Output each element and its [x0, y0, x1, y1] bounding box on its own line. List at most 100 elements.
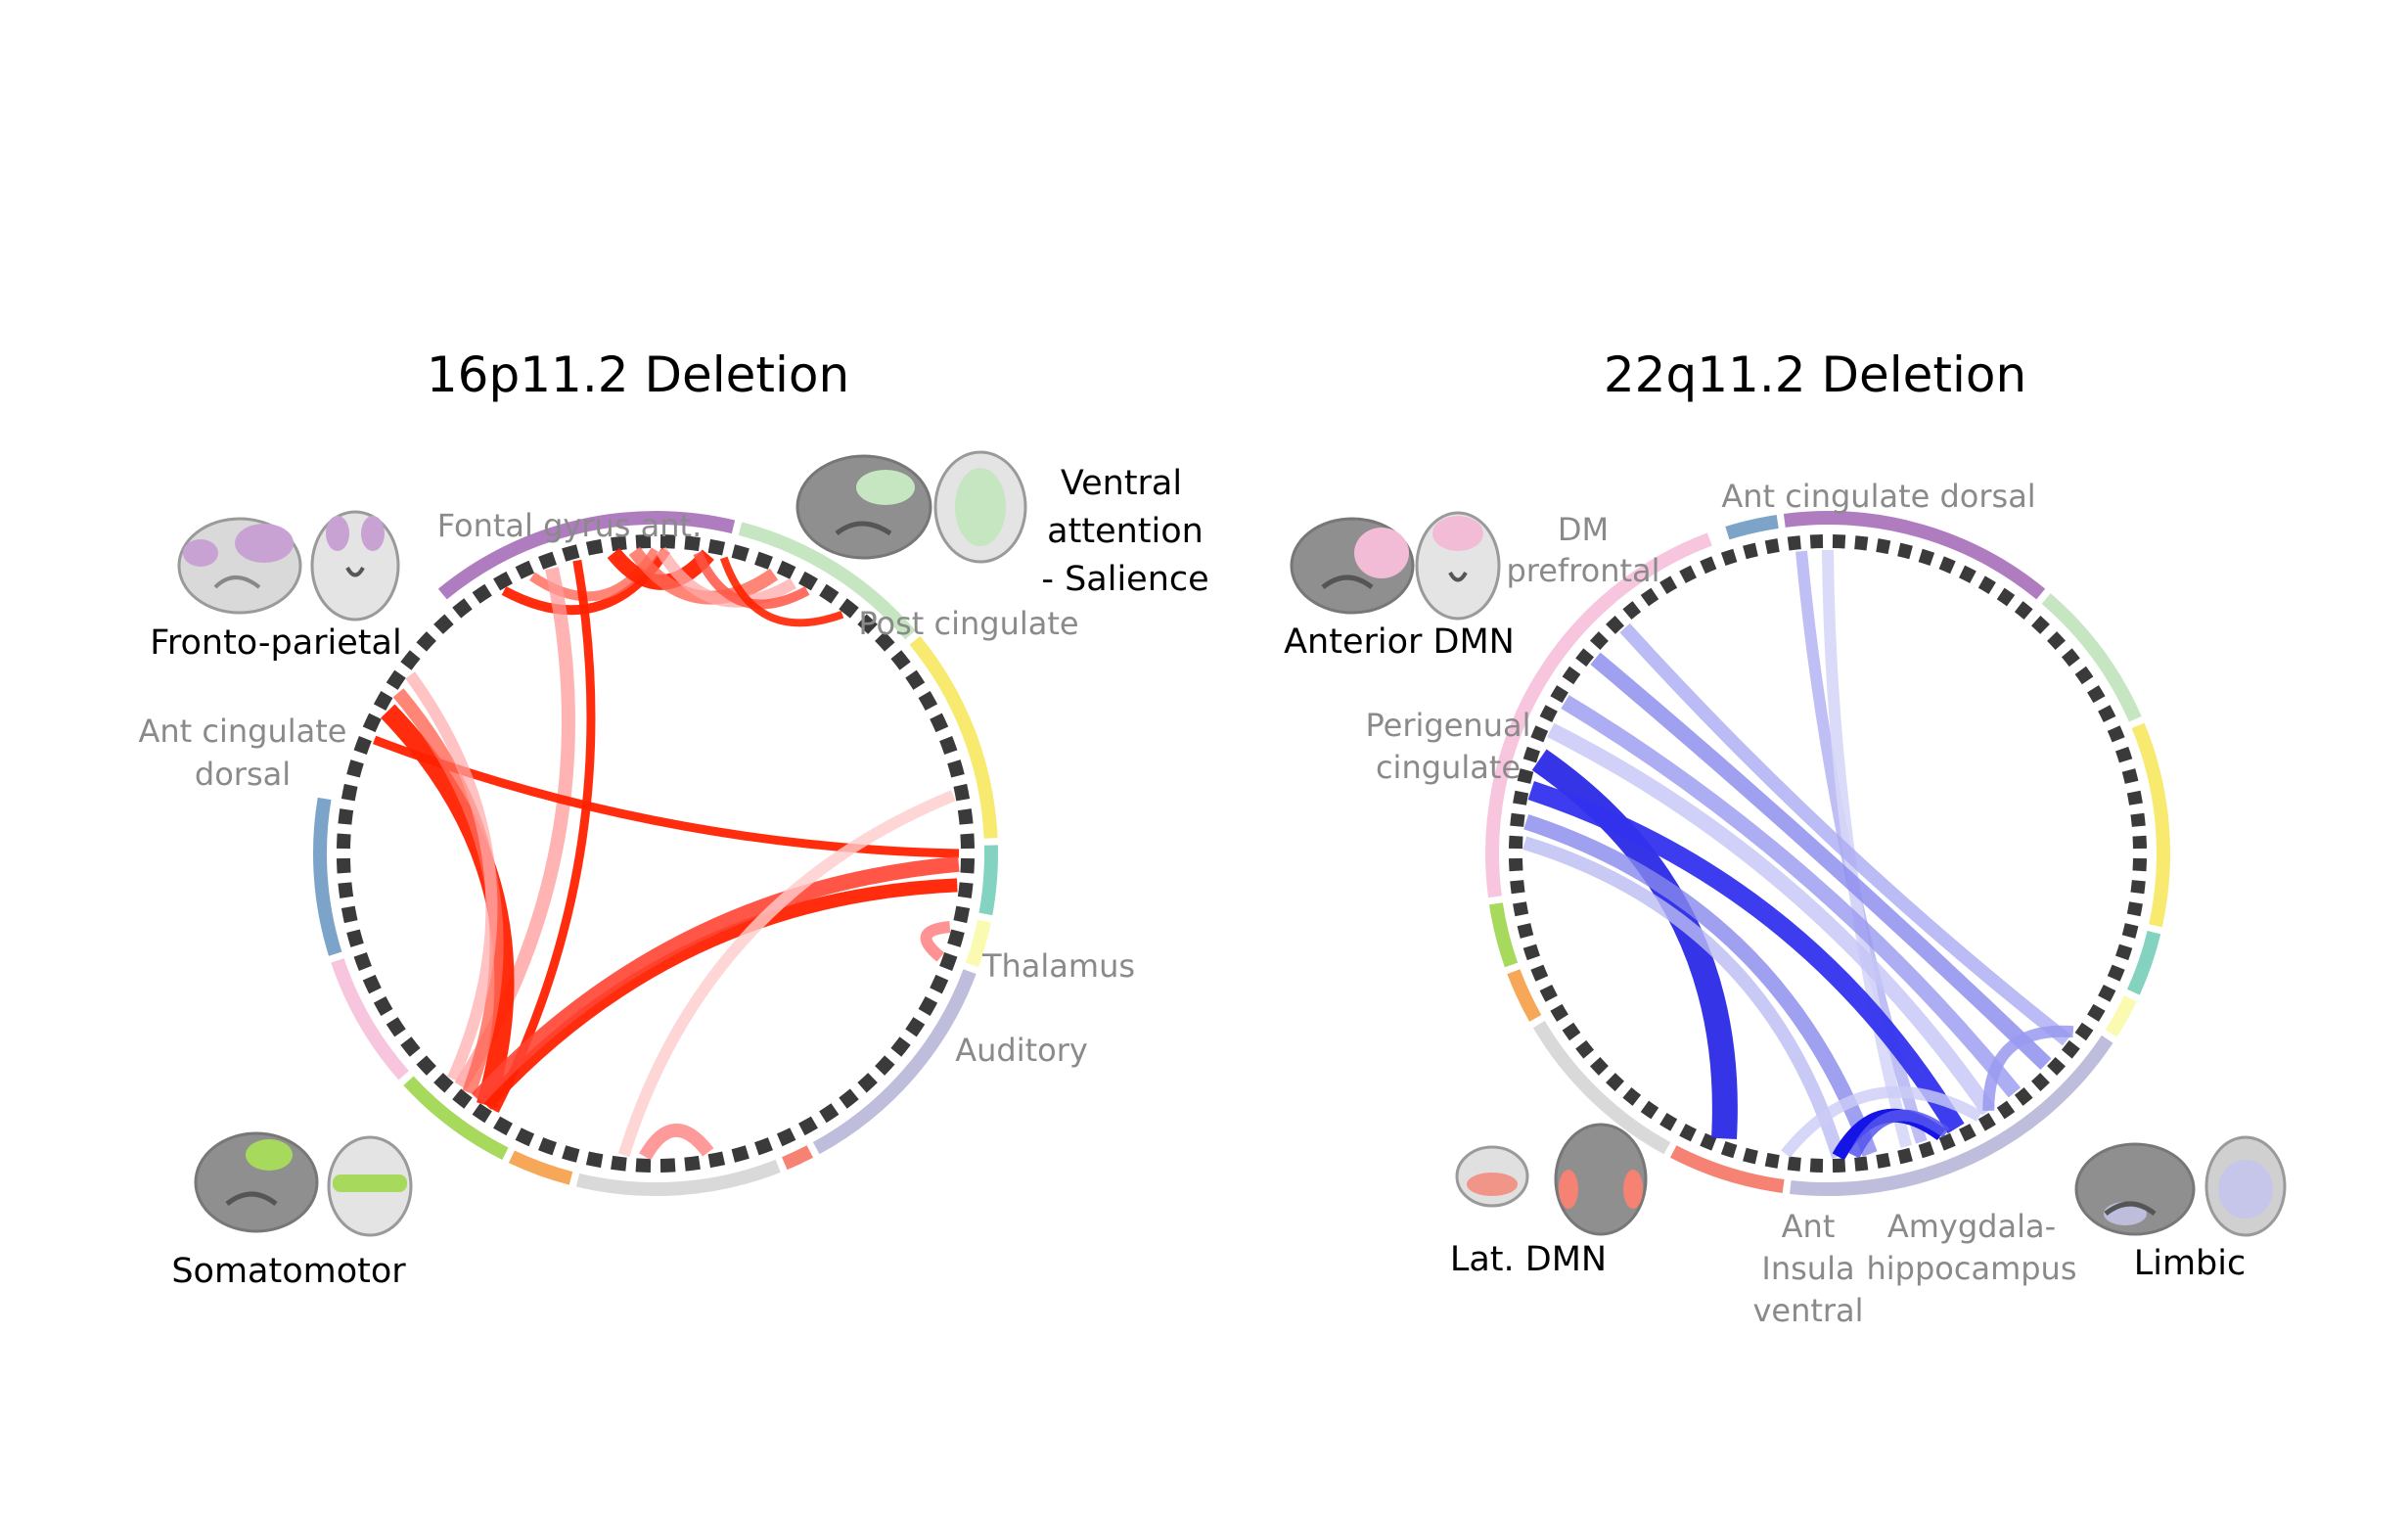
- region-tick: [2126, 790, 2143, 806]
- panel-title: 16p11.2 Deletion: [427, 346, 849, 403]
- region-tick: [2074, 666, 2094, 685]
- region-tick: [2087, 685, 2106, 704]
- network-segment-fronto-parietal: [1783, 511, 2046, 600]
- region-tick: [1809, 534, 1824, 549]
- region-label-ventral: ventral: [1752, 1292, 1863, 1329]
- region-tick: [346, 929, 364, 947]
- region-tick: [1622, 1086, 1642, 1106]
- region-tick: [635, 534, 652, 549]
- region-tick: [1977, 1113, 1996, 1131]
- chord-link: [1523, 813, 1878, 1157]
- region-tick: [2047, 631, 2067, 650]
- region-tick: [890, 650, 911, 670]
- region-tick: [452, 1088, 473, 1109]
- region-tick: [1743, 542, 1758, 560]
- region-tick: [659, 534, 676, 549]
- region-tick: [1513, 790, 1529, 806]
- region-label-thalamus: Thalamus: [981, 947, 1135, 985]
- region-tick: [1562, 1022, 1581, 1041]
- region-tick: [585, 1151, 604, 1169]
- region-tick: [2061, 1039, 2080, 1059]
- region-tick: [1959, 565, 1976, 583]
- chord-link: [471, 855, 960, 1105]
- region-label-dm: DM: [1558, 511, 1609, 548]
- chord-link: [693, 550, 810, 610]
- region-tick: [585, 538, 604, 556]
- region-tick: [2114, 746, 2133, 763]
- region-tick: [1764, 1152, 1780, 1169]
- region-tick: [1679, 1124, 1697, 1142]
- region-tick: [1530, 964, 1549, 982]
- region-tick: [1959, 1124, 1976, 1142]
- region-label-perigenual: Perigenual: [1366, 707, 1531, 744]
- network-label-fronto-parietal: Fronto-parietal: [150, 623, 401, 663]
- region-tick: [341, 905, 358, 924]
- chord-links: [373, 546, 960, 1161]
- network-segment-limbic: [1790, 1035, 2113, 1196]
- region-tick: [362, 974, 382, 994]
- region-tick: [1562, 666, 1581, 685]
- network-segment-auditory: [965, 919, 991, 968]
- region-tick: [1550, 685, 1568, 704]
- region-tick: [562, 1145, 580, 1163]
- region-label-post-cingulate: Post cingulate: [858, 605, 1078, 642]
- region-tick: [1679, 565, 1697, 583]
- network-label-salience: - Salience: [1041, 560, 1208, 599]
- network-segment-orange: [508, 1150, 573, 1185]
- region-tick: [1764, 538, 1780, 555]
- region-tick: [1539, 985, 1558, 1002]
- region-tick: [1876, 1152, 1891, 1169]
- chord-link: [920, 921, 951, 962]
- network-label-somatomotor: Somatomotor: [171, 1252, 406, 1291]
- network-segment-yellow: [2131, 722, 2170, 928]
- region-tick: [798, 1116, 818, 1136]
- region-tick: [1897, 1147, 1913, 1165]
- region-tick: [1575, 1039, 1595, 1059]
- region-tick: [707, 1151, 726, 1169]
- region-tick: [2098, 705, 2116, 722]
- network-segment-blue: [313, 797, 342, 956]
- panel-16p11-deletion: 16p11.2 Deletion Fontal gyrus ant. Post …: [139, 346, 1209, 1291]
- region-tick: [2014, 601, 2033, 621]
- network-segment-orange: [1507, 969, 1542, 1022]
- region-tick: [2132, 835, 2147, 850]
- network-label-attention: attention: [1047, 512, 1204, 551]
- region-tick: [1700, 556, 1717, 575]
- region-label-ant: Ant: [1782, 1208, 1836, 1245]
- region-tick: [731, 544, 750, 562]
- brain-axial-limbic: [2204, 1135, 2287, 1237]
- network-segment-somatomotor: [403, 1076, 509, 1160]
- region-tick: [960, 857, 975, 874]
- region-tick: [839, 598, 859, 619]
- region-tick: [1640, 587, 1659, 607]
- region-tick: [1659, 1113, 1678, 1131]
- region-tick: [1832, 1158, 1846, 1173]
- chord-link: [1527, 781, 1965, 1134]
- region-tick: [353, 952, 372, 971]
- region-tick: [1832, 534, 1846, 549]
- region-tick: [953, 905, 971, 924]
- region-tick: [857, 614, 878, 634]
- region-tick: [337, 833, 351, 850]
- region-tick: [1575, 648, 1595, 667]
- region-tick-ring: [337, 534, 975, 1173]
- brain-sagittal-anterior-dmn: [1290, 517, 1415, 615]
- chord-links: [1522, 549, 2074, 1161]
- region-tick: [754, 1137, 773, 1156]
- brain-axial-somatomotor: [327, 1135, 413, 1237]
- region-tick: [819, 1103, 840, 1124]
- network-color-ring: [313, 511, 998, 1197]
- region-label-auditory: Auditory: [955, 1032, 1088, 1069]
- brain-sagittal-ventral-attention: [795, 454, 932, 560]
- network-segment-thalamus: [978, 845, 998, 916]
- region-tick: [1606, 615, 1624, 634]
- region-tick: [1876, 538, 1891, 555]
- region-tick: [1720, 1140, 1738, 1159]
- region-tick: [2114, 944, 2133, 961]
- region-tick: [353, 736, 372, 755]
- region-tick: [1854, 1156, 1869, 1172]
- region-tick: [776, 1128, 796, 1147]
- region-tick: [2121, 768, 2139, 784]
- region-label-hippocampus: hippocampus: [1866, 1250, 2076, 1287]
- region-tick: [875, 1055, 895, 1076]
